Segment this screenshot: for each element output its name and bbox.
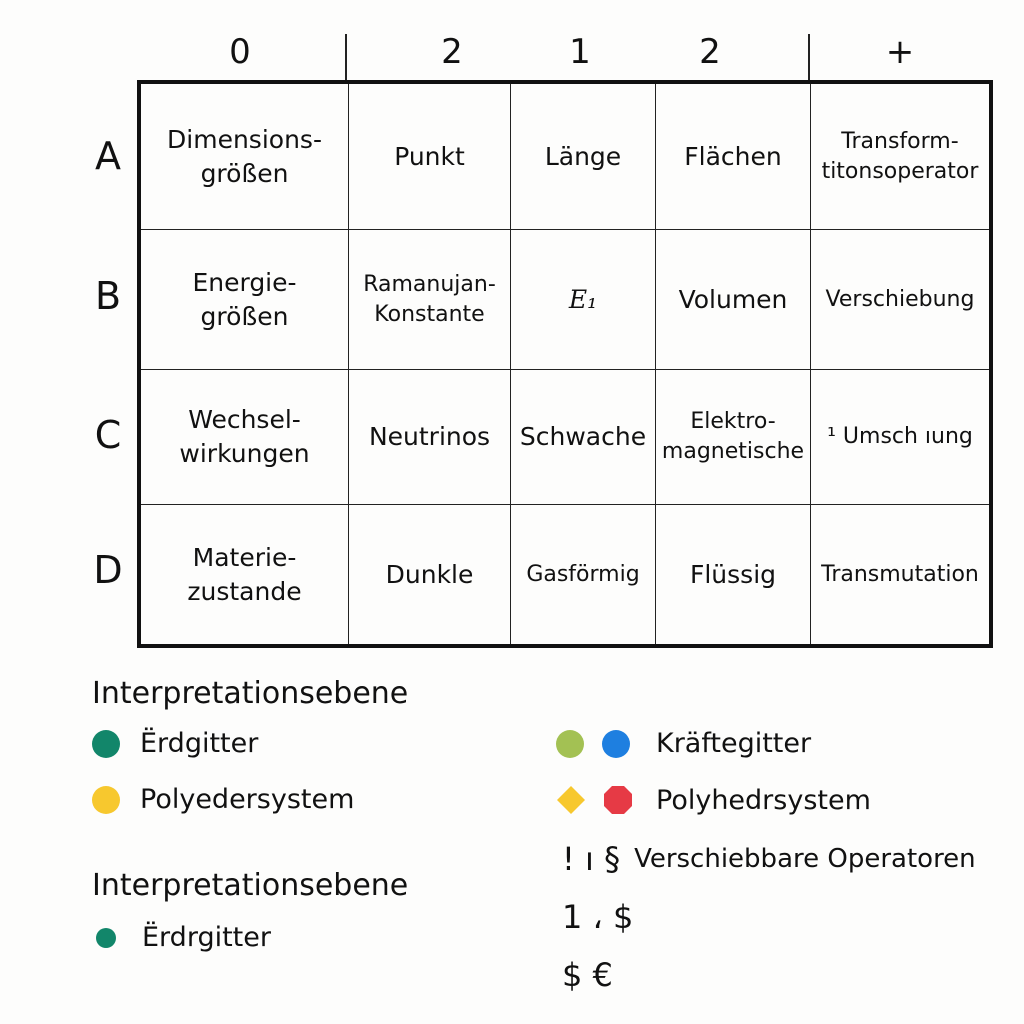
grid-cell-c3: Schwache <box>511 370 656 505</box>
legend-item: Polyedersystem <box>92 784 354 815</box>
yellow-diamond-icon <box>556 785 586 815</box>
header-divider <box>345 34 347 80</box>
grid-cell-c4: Elektro- magnetische <box>656 370 811 505</box>
grid-cell-d3: Gasförmig <box>511 505 656 644</box>
column-header-1: 2 <box>441 32 463 72</box>
grid-cell-a5: Transform- titonsoperator <box>811 84 989 230</box>
green-dot-icon <box>92 729 120 758</box>
legend-item: Ërdgitter <box>92 728 258 759</box>
grid-cell-d1: Materie- zustande <box>141 505 349 644</box>
grid-cell-b5: Verschiebung <box>811 230 989 370</box>
grid-cell-a1: Dimensions- größen <box>141 84 349 230</box>
grid-cell-b1: Energie- größen <box>141 230 349 370</box>
legend-label: Polyhedrsystem <box>656 784 871 816</box>
category-grid: Dimensions- größen Punkt Länge Flächen T… <box>137 80 993 648</box>
legend-item: Polyhedrsystem <box>556 784 871 816</box>
symbol-line: 1 ، $ <box>562 898 634 936</box>
legend-label: Polyedersystem <box>140 784 355 815</box>
grid-cell-b3: E₁ <box>511 230 656 370</box>
grid-cell-a4: Flächen <box>656 84 811 230</box>
grid-cell-d2: Dunkle <box>349 505 511 644</box>
grid-cell-d4: Flüssig <box>656 505 811 644</box>
legend-item: Ërdrgitter <box>96 922 271 953</box>
row-header-d: D <box>93 548 123 592</box>
grid-cell-c1: Wechsel- wirkungen <box>141 370 349 505</box>
legend-label: Ërdgitter <box>140 728 259 759</box>
operator-line: ! ı § Verschiebbare Operatoren <box>562 840 976 878</box>
grid-cell-a3: Länge <box>511 84 656 230</box>
grid-cell-a2: Punkt <box>349 84 511 230</box>
grid-cell-d5: Transmutation <box>821 561 979 587</box>
legend-item: Kräftegitter <box>556 728 811 759</box>
row-header-a: A <box>95 134 121 178</box>
legend-label: Ërdrgitter <box>142 922 271 953</box>
symbol-line: $ € <box>562 956 613 994</box>
legend-label: Verschiebbare Operatoren <box>634 844 976 874</box>
column-header-2: 1 <box>569 32 591 72</box>
grid-cell-c2: Neutrinos <box>349 370 511 505</box>
legend-heading: Interpretationsebene <box>92 676 409 711</box>
green-dot-icon <box>96 927 116 948</box>
red-octagon-icon <box>602 784 634 816</box>
grid-cell-c5: ¹ Umsch ıung <box>811 370 989 505</box>
grid-cell-b4: Volumen <box>656 230 811 370</box>
legend-label: Kräftegitter <box>656 728 812 759</box>
header-divider <box>808 34 810 80</box>
row-header-c: C <box>94 413 122 457</box>
yellow-dot-icon <box>92 785 120 814</box>
column-header-0: 0 <box>229 32 251 72</box>
light-green-dot-icon <box>556 729 584 758</box>
column-header-4: + <box>885 32 915 72</box>
grid-cell-b2: Ramanujan- Konstante <box>349 230 511 370</box>
legend-heading: Interpretationsebene <box>92 868 409 903</box>
operator-symbols: ! ı § <box>562 840 621 878</box>
column-header-3: 2 <box>699 32 721 72</box>
row-header-b: B <box>94 274 122 318</box>
blue-dot-icon <box>602 729 630 758</box>
